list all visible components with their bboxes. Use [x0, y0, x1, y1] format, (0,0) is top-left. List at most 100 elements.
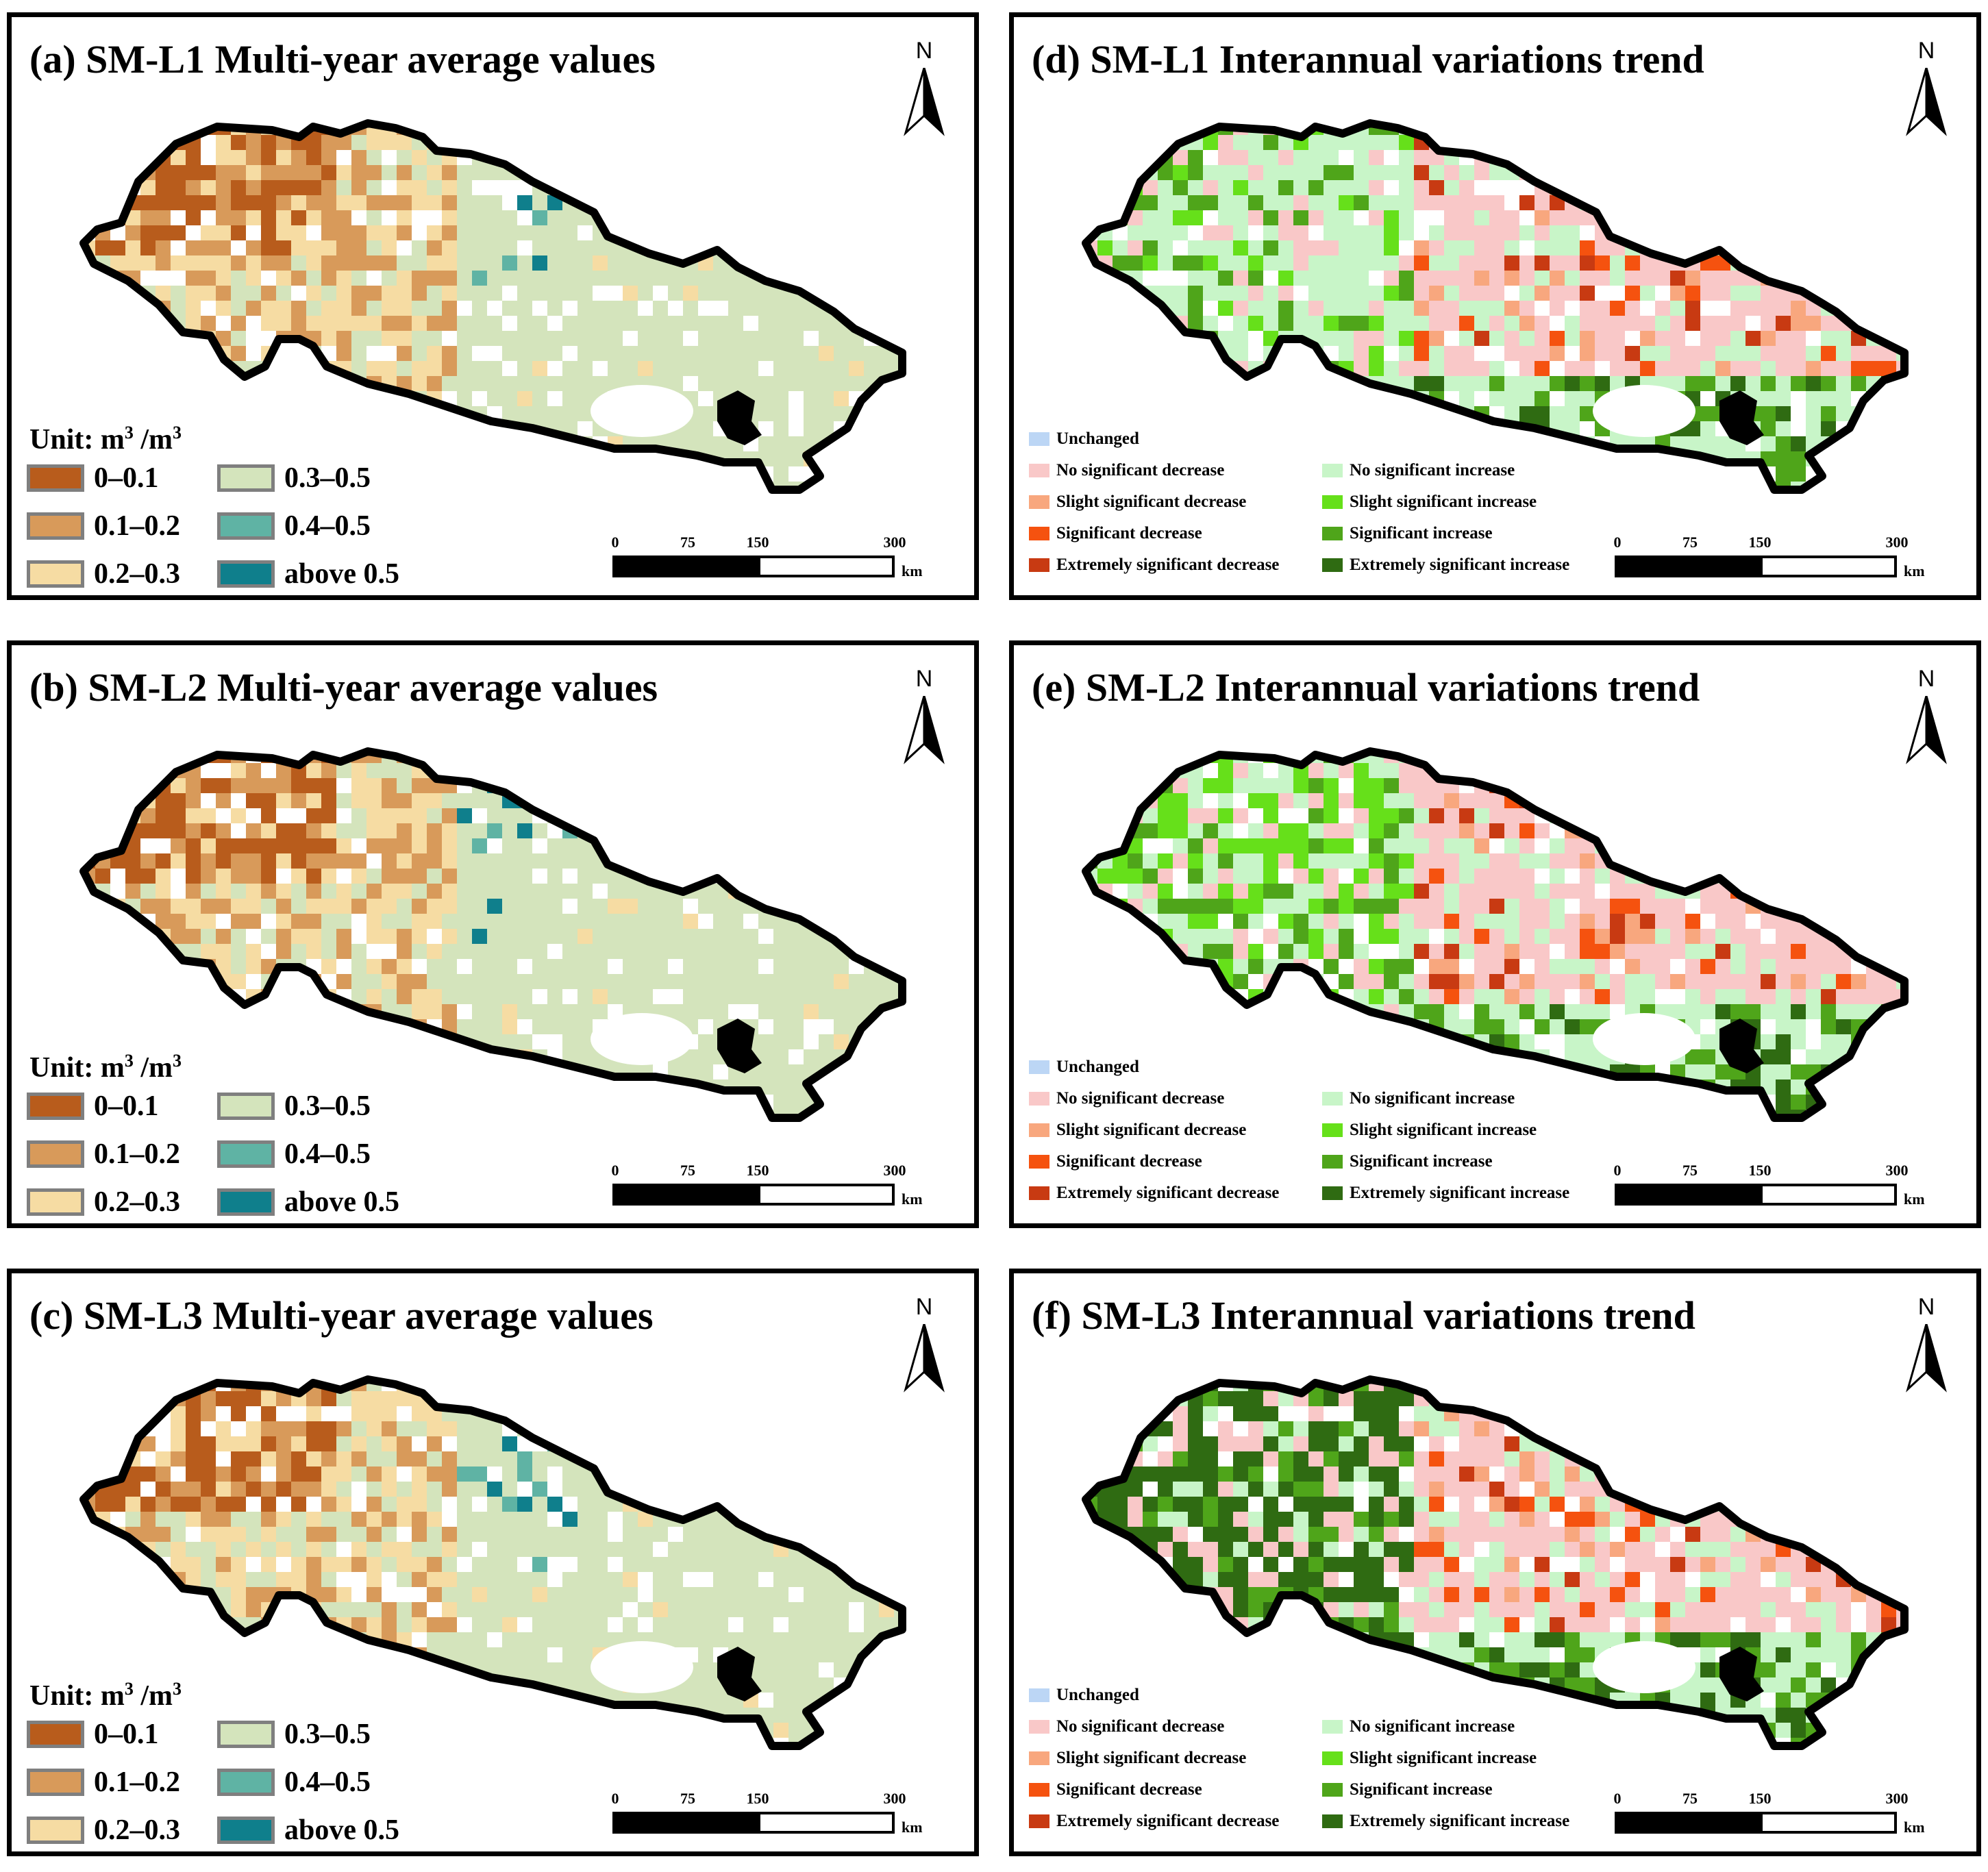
region-boundary-outline [79, 119, 906, 494]
legend-label: Extremely significant decrease [1056, 1184, 1280, 1202]
unit-mid: /m [133, 1680, 173, 1712]
legend-item: Significant decrease [1029, 521, 1202, 546]
legend-label: No significant decrease [1056, 1717, 1225, 1736]
legend-item: Slight significant increase [1322, 1746, 1537, 1771]
legend-swatch [217, 1721, 275, 1748]
legend-item: Slight significant increase [1322, 490, 1537, 514]
north-arrow: N [1902, 38, 1950, 140]
scale-tick-label: 0 [1613, 534, 1622, 551]
legend-swatch [1029, 1688, 1049, 1702]
scale-tick-label: 150 [746, 1162, 769, 1179]
map-f [1082, 1375, 1909, 1750]
scale-tick-label: 150 [746, 534, 769, 551]
legend-swatch [1322, 495, 1343, 509]
scale-tick-label: 300 [1885, 1790, 1909, 1807]
legend-item: Slight significant decrease [1029, 1746, 1246, 1771]
legend-item: 0–0.1 [27, 462, 159, 494]
scale-segment-white [1760, 1812, 1897, 1834]
legend-label: 0.2–0.3 [94, 1814, 180, 1846]
scale-tick-label: 300 [883, 1790, 906, 1807]
legend-label: 0.3–0.5 [284, 1090, 371, 1122]
legend-item: 0.4–0.5 [217, 1767, 371, 1798]
legend-item: Significant decrease [1029, 1777, 1202, 1802]
scale-bar: 0 75 150 300 km [611, 1162, 923, 1223]
legend-swatch [1029, 1155, 1049, 1169]
legend-label: Significant decrease [1056, 524, 1202, 542]
north-letter: N [915, 1294, 933, 1320]
legend-swatch [27, 1093, 84, 1120]
unit-exp: 3 [172, 423, 182, 442]
legend-item: No significant increase [1322, 458, 1515, 483]
scale-segment-white [1760, 556, 1897, 577]
unit-mid: /m [133, 424, 173, 455]
legend-item: No significant decrease [1029, 1086, 1224, 1111]
legend-swatch [1322, 558, 1343, 572]
legend-item: No significant decrease [1029, 1714, 1224, 1739]
legend-swatch [1029, 1751, 1049, 1765]
scale-tick-label: 75 [1682, 534, 1698, 551]
legend-swatch [1322, 1783, 1343, 1797]
legend-label: Significant decrease [1056, 1780, 1202, 1799]
scale-tick-label: 150 [1748, 1162, 1772, 1179]
scale-segment-white [1760, 1184, 1897, 1206]
lake-area [1593, 1641, 1695, 1693]
legend-label: Unchanged [1056, 1686, 1139, 1704]
scale-bar: 0 75 150 300 km [1613, 1790, 1925, 1851]
legend-item: Significant increase [1322, 1777, 1493, 1802]
legend-swatch [27, 560, 84, 588]
legend-swatch [1029, 1720, 1049, 1734]
legend-swatch [1029, 495, 1049, 509]
legend-label: Significant increase [1350, 1780, 1493, 1799]
unit-label: Unit: m3 /m3 [29, 1679, 182, 1712]
black-region-shape [717, 390, 762, 445]
legend-swatch [1029, 1060, 1049, 1074]
scale-tick-label: 75 [1682, 1162, 1698, 1179]
legend-item: 0.3–0.5 [217, 462, 371, 494]
panel-title: (c) SM-L3 Multi-year average values [29, 1293, 654, 1338]
legend-swatch [1322, 527, 1343, 540]
legend-label: No significant decrease [1056, 461, 1225, 479]
legend-label: No significant increase [1350, 1717, 1515, 1736]
legend-swatch [1322, 1092, 1343, 1106]
panel-title: (f) SM-L3 Interannual variations trend [1032, 1293, 1695, 1338]
legend-label: 0.1–0.2 [94, 510, 180, 542]
lake-area [591, 385, 693, 437]
north-arrow-icon [904, 696, 945, 764]
legend-item: Unchanged [1029, 1055, 1139, 1079]
legend-item: No significant decrease [1029, 458, 1224, 483]
unit-label: Unit: m3 /m3 [29, 1051, 182, 1084]
panel-d: (d) SM-L1 Interannual variations trend N U… [1009, 12, 1981, 600]
unit-prefix: Unit: m [29, 424, 125, 455]
legend-swatch [1029, 432, 1049, 446]
legend-label: 0.1–0.2 [94, 1767, 180, 1798]
legend-label: Extremely significant decrease [1056, 556, 1280, 574]
legend-label: 0.1–0.2 [94, 1138, 180, 1170]
north-letter: N [1917, 38, 1935, 64]
legend-label: No significant decrease [1056, 1089, 1225, 1108]
legend-swatch [217, 560, 275, 588]
scale-unit: km [1904, 1819, 1925, 1836]
legend-label: Significant decrease [1056, 1152, 1202, 1171]
scale-segment-black [612, 1812, 758, 1834]
legend-item: Significant increase [1322, 1149, 1493, 1174]
scale-tick-label: 150 [746, 1790, 769, 1807]
lake-area [1593, 385, 1695, 437]
legend-label: Extremely significant increase [1350, 1184, 1570, 1202]
scale-tick-label: 0 [611, 1162, 619, 1179]
scale-tick-label: 0 [1613, 1790, 1622, 1807]
scale-segment-black [1615, 556, 1760, 577]
scale-tick-label: 75 [1682, 1790, 1698, 1807]
legend-item: Slight significant decrease [1029, 490, 1246, 514]
scale-tick-label: 0 [1613, 1162, 1622, 1179]
legend-label: Slight significant decrease [1056, 492, 1247, 511]
scale-unit: km [1904, 562, 1925, 579]
legend-label: 0.3–0.5 [284, 462, 371, 494]
legend-swatch [1029, 1783, 1049, 1797]
legend-item: Extremely significant increase [1322, 1181, 1569, 1206]
legend-label: 0.2–0.3 [94, 1186, 180, 1218]
legend-swatch [1029, 1123, 1049, 1137]
unit-mid: /m [133, 1052, 173, 1084]
legend-label: above 0.5 [284, 558, 399, 590]
map-e [1082, 747, 1909, 1122]
unit-exp: 3 [172, 1679, 182, 1699]
